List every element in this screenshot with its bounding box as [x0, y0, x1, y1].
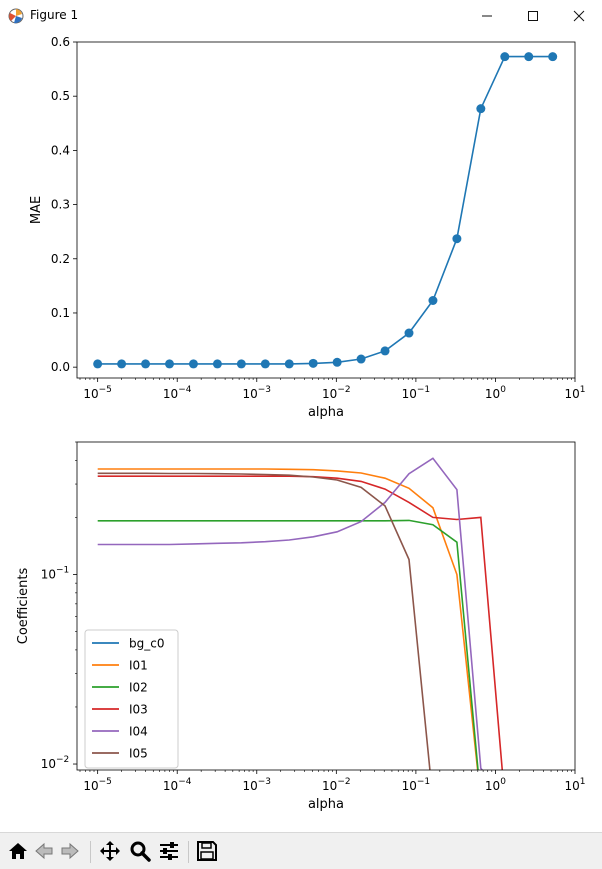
forward-button[interactable]	[58, 839, 82, 863]
save-icon	[197, 841, 217, 861]
y-tick-label: 0.1	[51, 306, 70, 320]
configure-subplots-icon	[160, 842, 178, 860]
x-tick-label: 10−5	[83, 385, 112, 401]
mae-point	[332, 357, 342, 367]
navigation-toolbar	[0, 832, 602, 869]
y-tick-label: 0.4	[51, 143, 70, 157]
x-tick-label: 10−3	[242, 385, 271, 401]
series-group	[97, 457, 504, 770]
mae-point	[404, 328, 414, 338]
mae-point	[260, 359, 270, 369]
y-axis-label: Coefficients	[16, 568, 31, 645]
x-tick-label: 10−2	[322, 777, 351, 793]
x-tick-label: 101	[564, 385, 585, 401]
zoom-button[interactable]	[128, 839, 152, 863]
y-tick-label: 0.5	[51, 89, 70, 103]
figure-svg: 0.00.10.20.30.40.50.610−5 10−4 10−3 10−2 10−…	[16, 35, 586, 812]
maximize-button[interactable]	[510, 0, 556, 32]
close-button[interactable]	[556, 0, 602, 32]
x-axis-label: alpha	[308, 405, 344, 420]
coefficients-chart: 10−2 10−1 10−5 10−4 10−3 10−2 10−1 100 101 alpha C…	[16, 441, 586, 812]
home-button[interactable]	[6, 839, 30, 863]
plot-frame	[76, 41, 576, 379]
window-title: Figure 1	[30, 8, 79, 22]
mae-point	[117, 359, 127, 369]
mae-point	[524, 52, 534, 62]
back-button[interactable]	[32, 839, 56, 863]
legend-label: I03	[129, 703, 148, 717]
mae-point	[548, 52, 558, 62]
mae-point	[93, 359, 103, 369]
legend-label: I01	[129, 659, 148, 673]
x-tick-label: 100	[485, 385, 506, 401]
y-axis-label: MAE	[29, 196, 44, 224]
mae-point	[428, 296, 438, 306]
zoom-icon	[130, 841, 151, 862]
legend: bg_c0 I01 I02 I03 I04 I05	[84, 629, 179, 769]
matplotlib-app-icon	[8, 8, 24, 24]
series-line-i02	[97, 519, 479, 770]
x-tick-label: 10−4	[163, 777, 192, 793]
legend-label: I05	[129, 747, 148, 761]
legend-label: I02	[129, 681, 148, 695]
minimize-icon	[482, 15, 492, 17]
title-bar: Figure 1	[0, 0, 602, 33]
x-tick-label: 10−4	[163, 385, 192, 401]
pan-button[interactable]	[98, 839, 122, 863]
back-icon	[35, 842, 53, 860]
x-tick-label: 10−1	[402, 777, 431, 793]
y-tick-label: 0.3	[51, 198, 70, 212]
mae-point	[236, 359, 246, 369]
x-tick-label: 10−1	[402, 385, 431, 401]
y-tick-label: 10−1	[41, 565, 70, 581]
legend-label: I04	[129, 725, 148, 739]
series-line-i04	[97, 457, 484, 770]
pan-icon	[100, 841, 120, 861]
home-icon	[9, 843, 27, 859]
mae-chart: 0.0 0.1 0.2 0.3 0.4 0.5 0.6 10−5 10−4 10−3 10−2 10−…	[29, 35, 586, 420]
x-axis-label: alpha	[308, 797, 344, 812]
toolbar-separator	[188, 841, 189, 863]
mae-point	[356, 354, 366, 364]
toolbar-separator	[90, 841, 91, 863]
configure-subplots-button[interactable]	[157, 839, 181, 863]
y-tick-label: 10−2	[41, 755, 70, 771]
forward-icon	[61, 842, 79, 860]
mae-point	[452, 234, 462, 244]
series-line-i03	[97, 475, 504, 770]
mae-point	[380, 346, 390, 356]
x-tick-label: 100	[485, 777, 506, 793]
x-tick-label: 101	[564, 777, 585, 793]
x-tick-label: 10−3	[242, 777, 271, 793]
mae-point	[284, 359, 294, 369]
mae-point	[500, 52, 510, 62]
mae-point	[165, 359, 175, 369]
minimize-button[interactable]	[464, 0, 510, 32]
mae-point	[308, 358, 318, 368]
maximize-icon	[528, 11, 538, 21]
legend-label: bg_c0	[129, 637, 164, 651]
y-tick-label: 0.2	[51, 252, 70, 266]
figure-canvas: 0.0 0.1 0.2 0.3 0.4 0.5 0.6 10−5 10−4 10−3 10−2 10−…	[0, 32, 602, 832]
plot-frame	[76, 441, 576, 771]
x-tick-label: 10−5	[83, 777, 112, 793]
mae-point	[141, 359, 151, 369]
mae-point	[212, 359, 222, 369]
x-tick-label: 10−2	[322, 385, 351, 401]
y-tick-label: 0.6	[51, 35, 70, 49]
series-line-i05	[97, 472, 431, 770]
y-tick-label: 0.0	[51, 360, 70, 374]
close-icon	[573, 10, 585, 22]
save-button[interactable]	[195, 839, 219, 863]
mae-point	[476, 104, 486, 114]
mae-point	[188, 359, 198, 369]
